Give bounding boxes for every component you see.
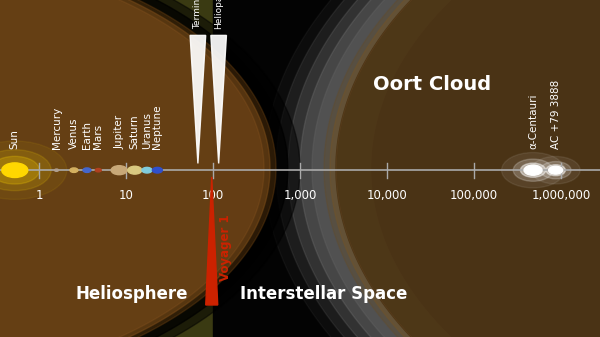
Text: 10,000: 10,000 bbox=[367, 189, 407, 202]
Text: 1,000: 1,000 bbox=[283, 189, 317, 202]
Circle shape bbox=[2, 163, 28, 178]
Polygon shape bbox=[372, 0, 600, 337]
Polygon shape bbox=[324, 0, 600, 337]
Circle shape bbox=[520, 163, 545, 177]
Polygon shape bbox=[206, 177, 218, 305]
Circle shape bbox=[0, 141, 67, 200]
Polygon shape bbox=[190, 35, 206, 163]
Bar bbox=[0, 0, 213, 337]
Text: 100: 100 bbox=[202, 189, 224, 202]
Circle shape bbox=[548, 166, 563, 174]
Circle shape bbox=[0, 150, 51, 191]
Polygon shape bbox=[264, 0, 600, 337]
Circle shape bbox=[513, 159, 553, 181]
Polygon shape bbox=[0, 0, 264, 337]
Text: 1,000,000: 1,000,000 bbox=[531, 189, 590, 202]
Text: Earth: Earth bbox=[82, 121, 92, 149]
Circle shape bbox=[55, 169, 59, 171]
Circle shape bbox=[142, 167, 152, 173]
Text: Neptune: Neptune bbox=[152, 105, 163, 149]
Text: Venus: Venus bbox=[69, 118, 79, 149]
Polygon shape bbox=[0, 0, 270, 337]
Polygon shape bbox=[288, 0, 600, 337]
Circle shape bbox=[152, 167, 163, 173]
Bar bbox=[213, 0, 600, 337]
Text: Uranus: Uranus bbox=[142, 112, 152, 149]
Circle shape bbox=[0, 156, 40, 184]
Circle shape bbox=[83, 168, 91, 173]
Text: 1: 1 bbox=[35, 189, 43, 202]
Text: Termination Shock: Termination Shock bbox=[193, 0, 202, 29]
Text: Mercury: Mercury bbox=[52, 107, 62, 149]
Text: 100,000: 100,000 bbox=[450, 189, 498, 202]
Text: Saturn: Saturn bbox=[130, 115, 140, 149]
Polygon shape bbox=[0, 0, 300, 337]
Text: Oort Cloud: Oort Cloud bbox=[373, 75, 491, 94]
Text: 10: 10 bbox=[119, 189, 134, 202]
Text: Heliopause: Heliopause bbox=[214, 0, 223, 29]
Text: Interstellar Space: Interstellar Space bbox=[241, 285, 407, 303]
Circle shape bbox=[540, 161, 571, 179]
Circle shape bbox=[128, 166, 142, 174]
Text: Mars: Mars bbox=[93, 124, 103, 149]
Text: Heliosphere: Heliosphere bbox=[76, 285, 188, 303]
Polygon shape bbox=[336, 0, 600, 337]
Polygon shape bbox=[276, 0, 600, 337]
Circle shape bbox=[524, 165, 542, 175]
Polygon shape bbox=[300, 0, 600, 337]
Circle shape bbox=[531, 156, 580, 184]
Text: Sun: Sun bbox=[10, 129, 20, 149]
Polygon shape bbox=[0, 0, 270, 337]
Polygon shape bbox=[0, 0, 276, 337]
Circle shape bbox=[502, 152, 565, 188]
Circle shape bbox=[546, 165, 565, 176]
Circle shape bbox=[111, 166, 127, 175]
Text: AC +79 3888: AC +79 3888 bbox=[551, 80, 560, 149]
Text: Voyager 1: Voyager 1 bbox=[219, 214, 232, 281]
Polygon shape bbox=[330, 0, 600, 337]
Polygon shape bbox=[336, 0, 600, 337]
Polygon shape bbox=[211, 35, 226, 163]
Circle shape bbox=[70, 168, 78, 173]
Text: Jupiter: Jupiter bbox=[114, 115, 124, 149]
Polygon shape bbox=[312, 0, 600, 337]
Polygon shape bbox=[0, 0, 288, 337]
Circle shape bbox=[95, 168, 101, 172]
Text: α-Centauri: α-Centauri bbox=[528, 94, 538, 149]
